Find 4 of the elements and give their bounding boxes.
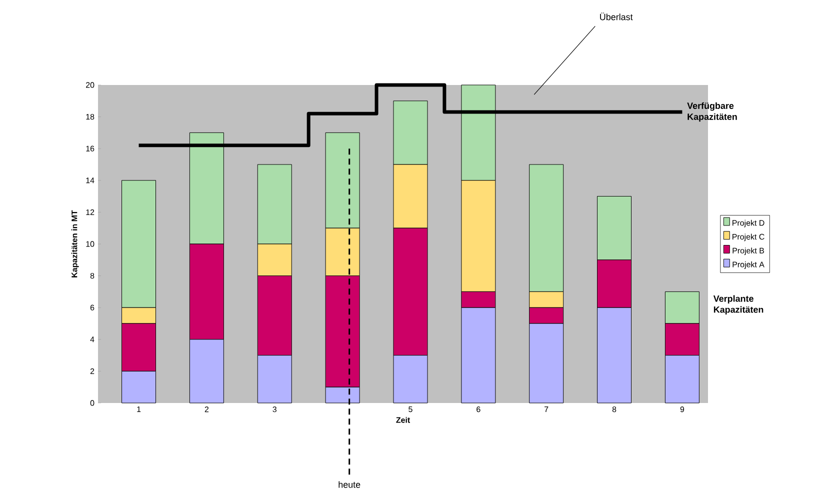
series-label: Verfügbare Kapazitäten [687,102,737,122]
ref-line-label: heute [338,481,360,488]
text: Verplante Kapazitäten [713,295,764,315]
text: Überlast [600,12,633,20]
